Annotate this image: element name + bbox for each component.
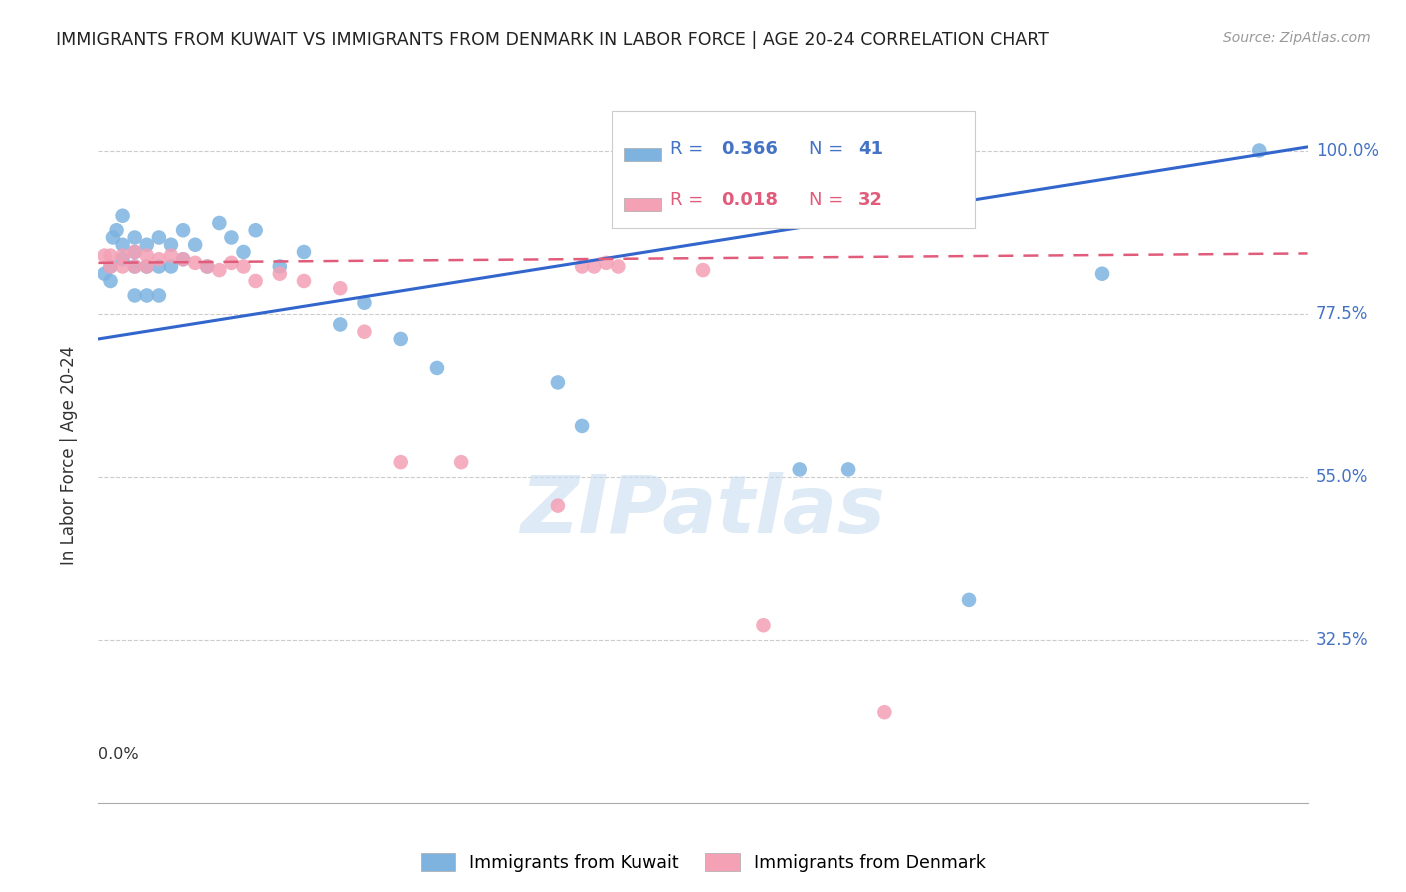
Point: [957, 592, 980, 607]
Point: [232, 260, 254, 274]
Point: [124, 230, 146, 244]
Point: [135, 249, 157, 263]
Point: [389, 332, 412, 346]
Point: [208, 216, 231, 230]
Point: [583, 260, 606, 274]
Point: [105, 223, 128, 237]
Y-axis label: In Labor Force | Age 20-24: In Labor Force | Age 20-24: [59, 345, 77, 565]
Point: [160, 260, 183, 274]
Point: [789, 462, 811, 476]
Text: Source: ZipAtlas.com: Source: ZipAtlas.com: [1223, 31, 1371, 45]
Point: [873, 705, 896, 719]
Point: [111, 249, 134, 263]
Bar: [624, 198, 661, 211]
Point: [148, 288, 170, 302]
Text: N =: N =: [810, 191, 849, 209]
Point: [692, 263, 714, 277]
Point: [135, 260, 157, 274]
Point: [135, 260, 157, 274]
Text: R =: R =: [671, 140, 710, 159]
Point: [426, 361, 449, 376]
Text: ZIPatlas: ZIPatlas: [520, 472, 886, 549]
Point: [208, 263, 231, 277]
Point: [571, 260, 593, 274]
Point: [111, 209, 134, 223]
Point: [184, 237, 207, 252]
Point: [232, 245, 254, 260]
Point: [195, 260, 218, 274]
Point: [329, 318, 352, 332]
Point: [124, 245, 146, 260]
Point: [148, 260, 170, 274]
Point: [111, 237, 134, 252]
Point: [101, 230, 124, 244]
Point: [124, 288, 146, 302]
Point: [292, 274, 315, 288]
Text: 32.5%: 32.5%: [1316, 631, 1368, 648]
Point: [172, 223, 194, 237]
Point: [389, 455, 412, 469]
Point: [124, 260, 146, 274]
Point: [1091, 267, 1114, 281]
FancyBboxPatch shape: [612, 111, 976, 228]
Point: [752, 618, 775, 632]
Point: [245, 223, 267, 237]
Point: [148, 252, 170, 267]
Point: [124, 260, 146, 274]
Text: R =: R =: [671, 191, 710, 209]
Point: [124, 245, 146, 260]
Text: 0.0%: 0.0%: [98, 747, 139, 762]
Point: [111, 252, 134, 267]
Point: [607, 260, 630, 274]
Point: [111, 260, 134, 274]
Legend: Immigrants from Kuwait, Immigrants from Denmark: Immigrants from Kuwait, Immigrants from …: [413, 847, 993, 879]
Text: N =: N =: [810, 140, 849, 159]
Text: 32: 32: [858, 191, 883, 209]
Point: [160, 237, 183, 252]
Point: [184, 256, 207, 270]
Point: [100, 274, 122, 288]
Point: [172, 252, 194, 267]
Point: [135, 237, 157, 252]
Bar: [624, 148, 661, 161]
Point: [353, 295, 375, 310]
Point: [100, 260, 122, 274]
Point: [221, 256, 243, 270]
Point: [269, 260, 291, 274]
Point: [195, 260, 218, 274]
Text: 77.5%: 77.5%: [1316, 304, 1368, 323]
Point: [221, 230, 243, 244]
Point: [329, 281, 352, 295]
Point: [93, 267, 115, 281]
Point: [353, 325, 375, 339]
Point: [547, 499, 569, 513]
Point: [100, 249, 122, 263]
Point: [100, 260, 122, 274]
Point: [269, 267, 291, 281]
Point: [93, 249, 115, 263]
Point: [292, 245, 315, 260]
Text: 55.0%: 55.0%: [1316, 467, 1368, 485]
Point: [160, 249, 183, 263]
Text: IMMIGRANTS FROM KUWAIT VS IMMIGRANTS FROM DENMARK IN LABOR FORCE | AGE 20-24 COR: IMMIGRANTS FROM KUWAIT VS IMMIGRANTS FRO…: [56, 31, 1049, 49]
Point: [148, 230, 170, 244]
Point: [837, 462, 859, 476]
Text: 100.0%: 100.0%: [1316, 142, 1379, 160]
Point: [595, 256, 617, 270]
Text: 41: 41: [858, 140, 883, 159]
Point: [135, 288, 157, 302]
Point: [450, 455, 472, 469]
Point: [571, 419, 593, 434]
Point: [547, 376, 569, 390]
Point: [245, 274, 267, 288]
Point: [172, 252, 194, 267]
Point: [1249, 144, 1271, 158]
Text: 0.018: 0.018: [721, 191, 778, 209]
Text: 0.366: 0.366: [721, 140, 778, 159]
